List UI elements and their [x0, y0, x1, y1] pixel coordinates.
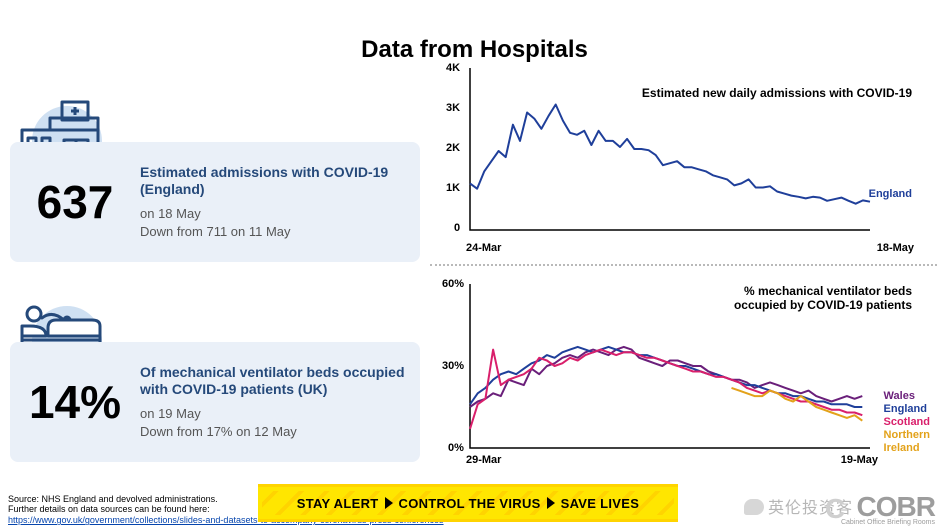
legend-item: NorthernIreland	[884, 429, 930, 455]
ventilator-chart-legend: WalesEnglandScotlandNorthernIreland	[884, 390, 930, 455]
chart-divider	[430, 264, 937, 266]
admissions-chart-title: Estimated new daily admissions with COVI…	[642, 86, 912, 100]
stat-admissions-date: on 18 May	[140, 206, 201, 221]
chart1-y-0: 0	[454, 222, 460, 234]
stat-ventilator-card: 14% Of mechanical ventilator beds occupi…	[10, 342, 420, 462]
chart2-y-60: 60%	[442, 278, 464, 290]
legend-item: Scotland	[884, 416, 930, 429]
cobr-logo: CCOBR Cabinet Office Briefing Rooms	[841, 491, 935, 526]
stat-admissions-value: 637	[10, 175, 140, 229]
stat-ventilator-label: Of mechanical ventilator beds occupied w…	[140, 364, 406, 399]
stay-alert-banner: STAY ALERTCONTROL THE VIRUSSAVE LIVES	[258, 484, 678, 522]
source-line1: Source: NHS England and devolved adminis…	[8, 494, 218, 504]
ventilator-chart: % mechanical ventilator beds occupied by…	[440, 276, 930, 472]
chart1-legend-england: England	[869, 188, 912, 201]
source-line2: Further details on data sources can be f…	[8, 504, 210, 514]
stat-admissions-card: 637 Estimated admissions with COVID-19 (…	[10, 142, 420, 262]
stat-ventilator-date: on 19 May	[140, 406, 201, 421]
legend-item: Wales	[884, 390, 930, 403]
stat-admissions-label: Estimated admissions with COVID-19 (Engl…	[140, 164, 406, 199]
chart2-y-30: 30%	[442, 360, 464, 372]
admissions-chart: Estimated new daily admissions with COVI…	[440, 60, 930, 260]
stat-admissions-compare: Down from 711 on 11 May	[140, 224, 291, 239]
stat-ventilator-compare: Down from 17% on 12 May	[140, 424, 297, 439]
stat-ventilator-value: 14%	[10, 375, 140, 429]
chart1-y-1k: 1K	[446, 182, 460, 194]
chart2-x-start: 29-Mar	[466, 454, 501, 466]
chart1-y-4k: 4K	[446, 62, 460, 74]
chart2-y-0: 0%	[448, 442, 464, 454]
chart1-y-2k: 2K	[446, 142, 460, 154]
chart1-y-3k: 3K	[446, 102, 460, 114]
legend-item: England	[884, 403, 930, 416]
chart1-x-start: 24-Mar	[466, 242, 501, 254]
ventilator-chart-title: % mechanical ventilator beds occupied by…	[692, 284, 912, 312]
chart1-x-end: 18-May	[877, 242, 914, 254]
chart2-x-end: 19-May	[841, 454, 878, 466]
